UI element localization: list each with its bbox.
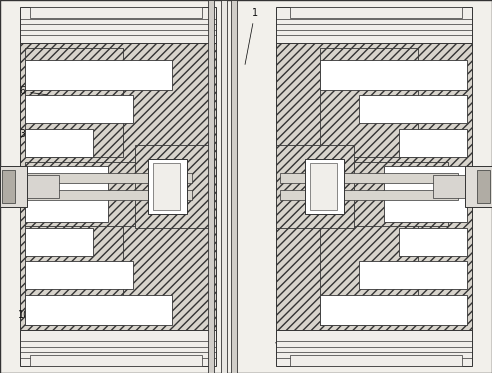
Bar — [25, 60, 172, 90]
Bar — [25, 261, 133, 289]
Bar — [25, 295, 172, 325]
Text: 10: 10 — [18, 310, 61, 320]
Bar — [276, 37, 472, 336]
Text: 1: 1 — [245, 8, 258, 65]
Bar — [465, 166, 492, 207]
Bar — [320, 48, 418, 157]
Bar — [20, 37, 216, 336]
Bar — [359, 95, 467, 123]
Bar — [208, 0, 214, 373]
Bar — [148, 159, 187, 214]
Text: 5: 5 — [24, 206, 47, 216]
Text: 3: 3 — [19, 129, 46, 139]
Bar — [320, 60, 467, 90]
Text: 11: 11 — [431, 34, 466, 44]
Bar — [20, 330, 216, 366]
Bar — [305, 159, 344, 214]
Bar — [276, 330, 472, 366]
Bar — [399, 228, 467, 256]
Bar — [25, 216, 123, 325]
Bar — [477, 170, 490, 203]
Bar — [384, 166, 467, 222]
Text: 12: 12 — [443, 129, 466, 139]
Bar — [135, 145, 214, 228]
Bar — [25, 129, 93, 157]
Text: 2: 2 — [19, 34, 61, 44]
Text: 8: 8 — [465, 182, 473, 191]
Bar — [0, 166, 27, 207]
Bar — [276, 7, 472, 43]
Bar — [231, 0, 237, 373]
Text: 17: 17 — [276, 343, 309, 364]
Bar — [25, 162, 153, 226]
Text: 6: 6 — [19, 87, 46, 96]
Text: 18: 18 — [206, 344, 217, 364]
Bar — [320, 216, 418, 325]
Bar — [15, 175, 59, 198]
Bar — [290, 7, 462, 18]
Bar — [30, 355, 202, 366]
Bar — [320, 162, 448, 226]
Bar — [25, 228, 93, 256]
Bar — [290, 355, 462, 366]
Bar — [399, 129, 467, 157]
Bar — [280, 190, 458, 200]
Bar — [20, 7, 216, 43]
Bar — [320, 295, 467, 325]
Bar — [15, 190, 192, 200]
Text: 13: 13 — [96, 8, 114, 24]
Bar — [15, 173, 192, 183]
Bar — [25, 166, 108, 222]
Bar — [310, 163, 337, 210]
Bar — [276, 145, 354, 228]
Text: 7: 7 — [443, 206, 463, 216]
Bar — [2, 170, 15, 203]
Text: 16: 16 — [332, 343, 360, 364]
Bar — [30, 7, 202, 18]
Bar — [359, 261, 467, 289]
Bar — [153, 163, 180, 210]
Bar — [280, 173, 458, 183]
Bar — [433, 175, 477, 198]
Bar — [221, 0, 227, 373]
Bar — [25, 95, 133, 123]
Text: 4: 4 — [3, 182, 17, 191]
Text: 9: 9 — [443, 234, 463, 244]
Bar — [25, 48, 123, 157]
